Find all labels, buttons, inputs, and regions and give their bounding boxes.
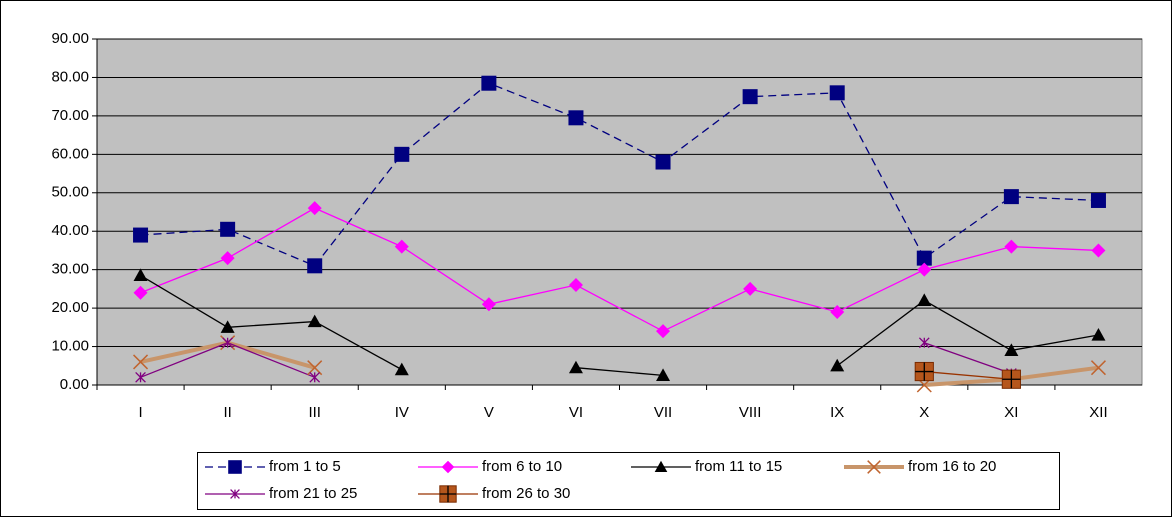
marker [135, 371, 146, 383]
marker [220, 320, 235, 333]
marker [220, 251, 235, 266]
legend-label: from 6 to 10 [482, 458, 562, 475]
y-tick-label: 10.00 [51, 338, 89, 355]
marker-cross [915, 362, 934, 381]
x-tick-label: VIII [739, 404, 762, 421]
series-line [140, 274, 1099, 377]
marker [220, 221, 236, 237]
x-tick-label: XII [1089, 404, 1107, 421]
x-tick-label: IX [830, 404, 844, 421]
series-line [140, 207, 1099, 332]
marker [918, 337, 930, 349]
x-tick-label: V [484, 404, 494, 421]
marker [230, 489, 240, 499]
marker [441, 460, 455, 474]
marker [917, 293, 932, 307]
marker [656, 368, 671, 381]
marker [568, 360, 583, 374]
plot-area [96, 38, 1143, 386]
y-tick-label: 30.00 [51, 261, 89, 278]
marker-cross [439, 485, 457, 503]
x-tick-label: X [919, 404, 929, 421]
legend-label: from 21 to 25 [269, 485, 357, 502]
marker [1090, 192, 1106, 208]
x-tick-label: II [223, 404, 231, 421]
series-line [140, 82, 1099, 267]
marker [133, 285, 148, 300]
marker [481, 297, 496, 312]
marker [394, 146, 410, 162]
marker [1001, 369, 1021, 389]
marker [568, 278, 583, 293]
marker [917, 262, 932, 277]
marker [830, 358, 845, 372]
marker [228, 460, 242, 474]
y-tick-label: 0.00 [60, 376, 89, 393]
marker [1091, 243, 1106, 258]
marker [743, 281, 758, 296]
legend-box [197, 452, 1060, 510]
marker [742, 89, 758, 105]
marker [1090, 360, 1106, 376]
marker [830, 304, 845, 319]
marker [394, 239, 409, 254]
y-tick-label: 80.00 [51, 68, 89, 85]
y-tick-label: 70.00 [51, 107, 89, 124]
marker [309, 371, 321, 383]
marker [394, 362, 409, 376]
marker [656, 324, 671, 339]
x-tick-label: I [138, 404, 142, 421]
marker [914, 361, 934, 382]
marker [222, 337, 233, 349]
legend-label: from 1 to 5 [269, 458, 341, 475]
marker [481, 75, 497, 91]
marker [307, 258, 323, 274]
y-tick-label: 90.00 [51, 30, 89, 47]
marker [307, 201, 322, 216]
y-tick-label: 60.00 [51, 145, 89, 162]
x-tick-label: XI [1004, 404, 1018, 421]
x-tick-label: III [308, 404, 321, 421]
marker [654, 460, 668, 473]
legend-label: from 16 to 20 [908, 458, 996, 475]
marker [133, 268, 148, 282]
marker [655, 154, 671, 170]
legend-label: from 26 to 30 [482, 485, 570, 502]
marker [1091, 328, 1106, 341]
x-tick-label: IV [395, 404, 409, 421]
marker [133, 354, 149, 370]
marker [829, 85, 845, 101]
x-tick-label: VII [654, 404, 672, 421]
marker [867, 460, 881, 474]
marker [133, 227, 149, 243]
marker [1004, 239, 1019, 254]
y-tick-label: 20.00 [51, 299, 89, 316]
marker [439, 485, 457, 503]
marker-cross [1002, 370, 1021, 389]
series-line [924, 370, 1012, 380]
x-tick-label: VI [569, 404, 583, 421]
marker [568, 110, 584, 126]
marker [1004, 343, 1019, 356]
marker [307, 314, 322, 328]
y-tick-label: 50.00 [51, 184, 89, 201]
legend-label: from 11 to 15 [695, 458, 782, 475]
y-tick-label: 40.00 [51, 222, 89, 239]
marker [1003, 189, 1019, 205]
